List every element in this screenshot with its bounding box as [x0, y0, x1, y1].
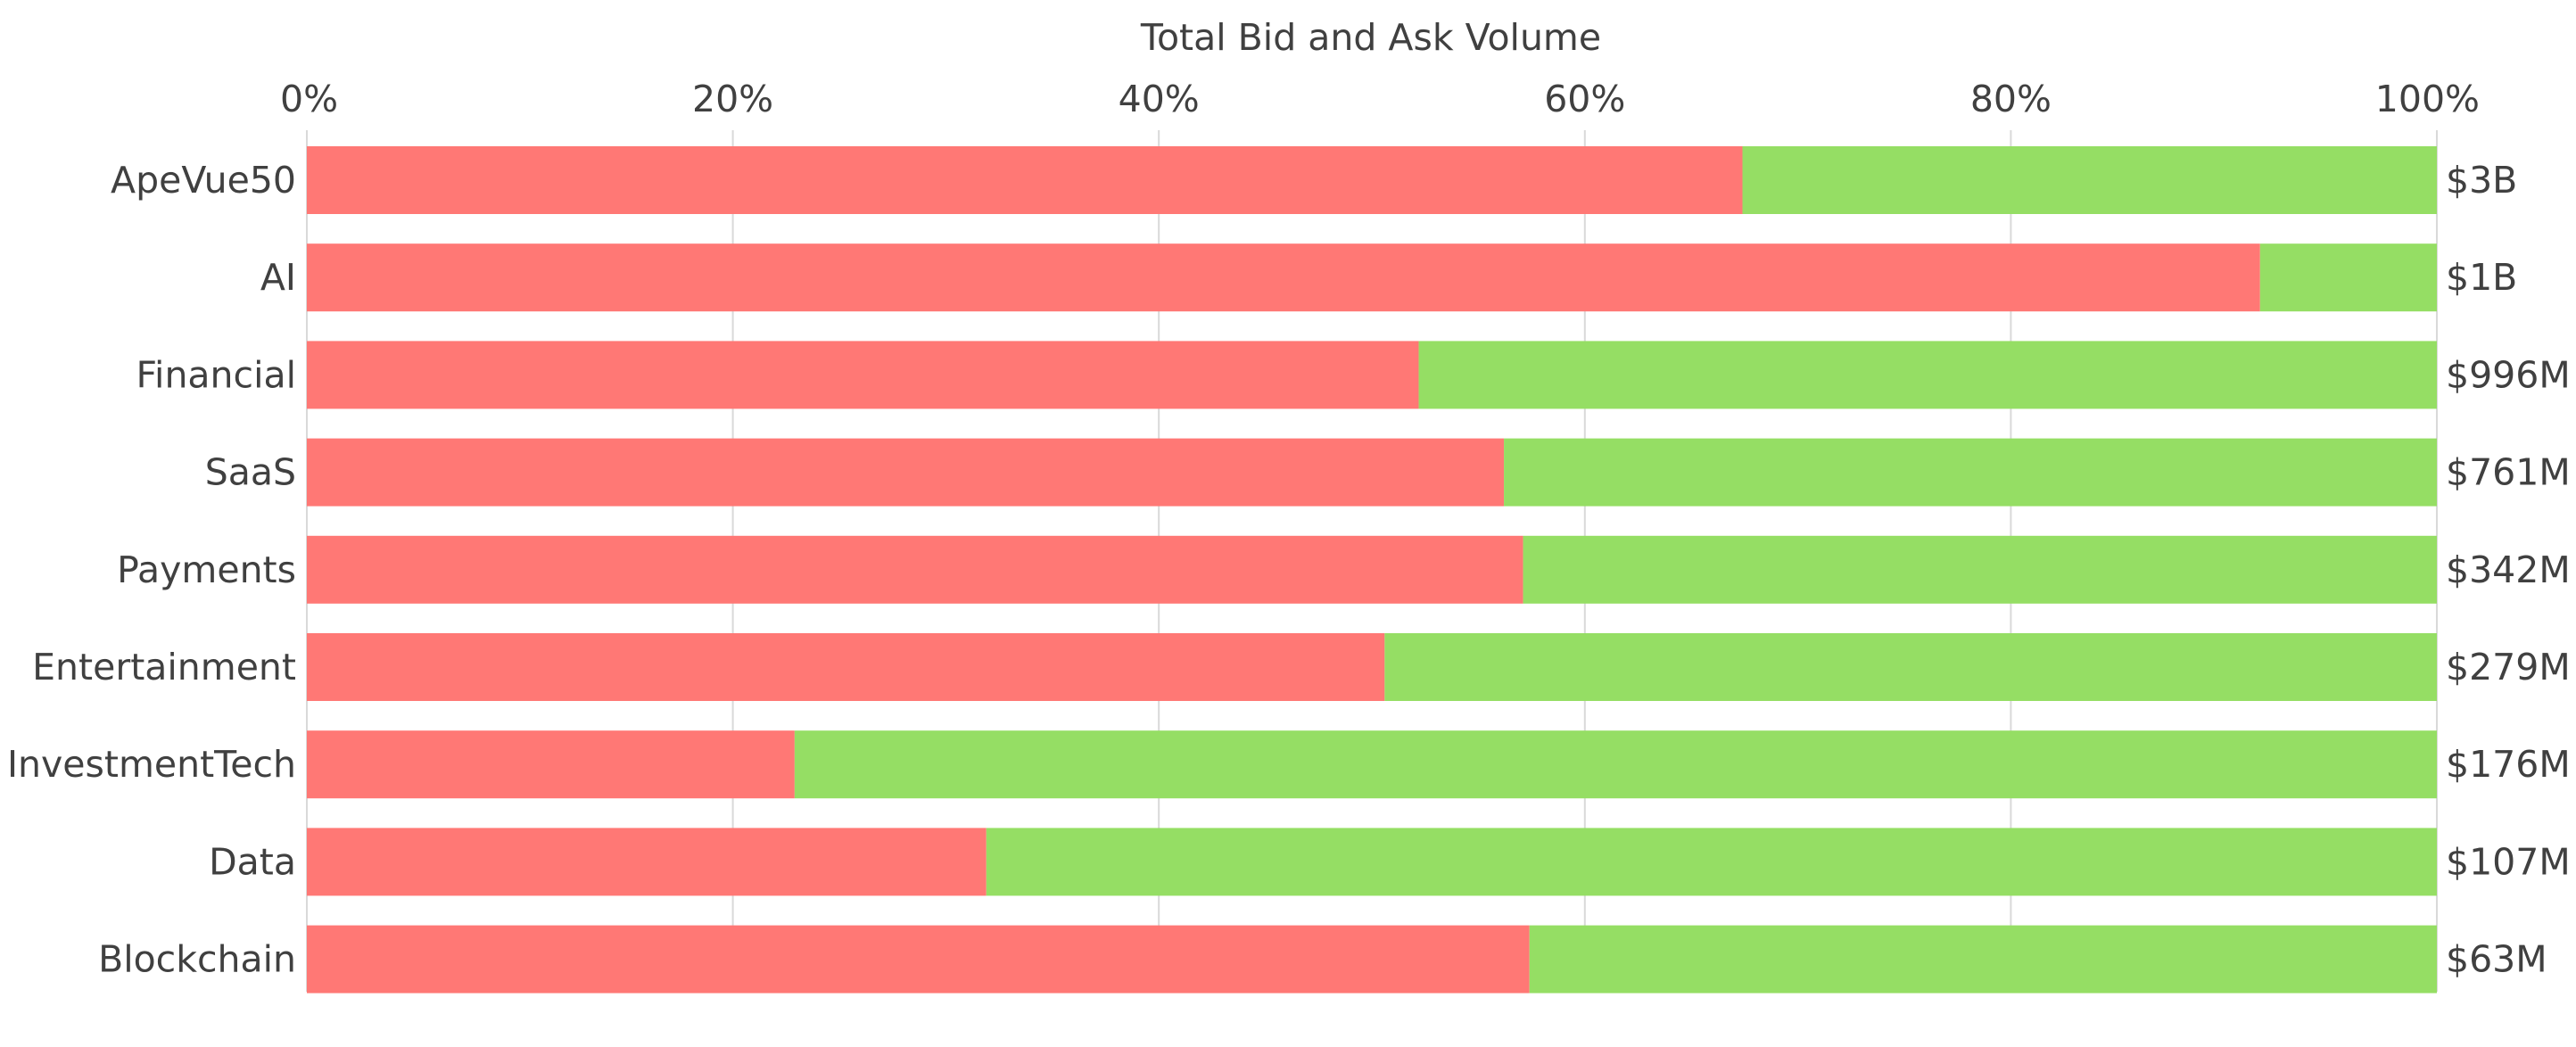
bar-segment-ask [1742, 146, 2437, 214]
x-tick-label: 40% [1119, 78, 1200, 120]
total-value-label: $107M [2446, 840, 2571, 883]
x-tick-label: 100% [2375, 78, 2480, 120]
x-tick-label: 80% [1970, 78, 2052, 120]
bar-layer [307, 146, 2437, 993]
bar-segment-ask [794, 730, 2437, 799]
bar-segment-bid [307, 438, 1505, 507]
bar-segment-bid [307, 341, 1419, 409]
category-label: Payments [117, 548, 296, 591]
total-value-label: $1B [2446, 256, 2517, 299]
category-label: Entertainment [32, 646, 296, 688]
category-label: InvestmentTech [7, 743, 296, 786]
bar-segment-ask [1384, 633, 2437, 701]
bar-segment-bid [307, 535, 1523, 604]
bar-segment-bid [307, 925, 1530, 993]
x-tick-label: 20% [692, 78, 773, 120]
bar-segment-bid [307, 828, 987, 896]
total-value-label: $63M [2446, 938, 2547, 981]
x-tick-label: 60% [1544, 78, 1625, 120]
chart-title: Total Bid and Ask Volume [1140, 16, 1601, 59]
bar-segment-bid [307, 243, 2260, 312]
category-label: SaaS [205, 451, 296, 494]
bar-segment-ask [1529, 925, 2437, 993]
category-label: Data [209, 840, 296, 883]
bar-segment-ask [1504, 438, 2437, 507]
bar-segment-bid [307, 146, 1743, 214]
total-value-label: $761M [2446, 451, 2571, 494]
category-label: Blockchain [98, 938, 296, 981]
x-tick-label: 0% [280, 78, 338, 120]
total-value-label: $3B [2446, 159, 2517, 202]
total-value-label: $996M [2446, 353, 2571, 396]
bar-segment-ask [1523, 535, 2437, 604]
bar-segment-ask [2259, 243, 2437, 312]
category-label: AI [260, 256, 296, 299]
total-value-label: $176M [2446, 743, 2571, 786]
category-label: ApeVue50 [111, 159, 296, 202]
bar-segment-bid [307, 633, 1385, 701]
label-layer: 0% 20% 40% 60% 80% 100% ApeVue50 $3B AI $1B Financ… [7, 78, 2571, 981]
category-label: Financial [136, 353, 296, 396]
total-value-label: $342M [2446, 548, 2571, 591]
bar-segment-bid [307, 730, 795, 799]
total-value-label: $279M [2446, 646, 2571, 688]
bar-segment-ask [986, 828, 2437, 896]
bar-segment-ask [1418, 341, 2437, 409]
